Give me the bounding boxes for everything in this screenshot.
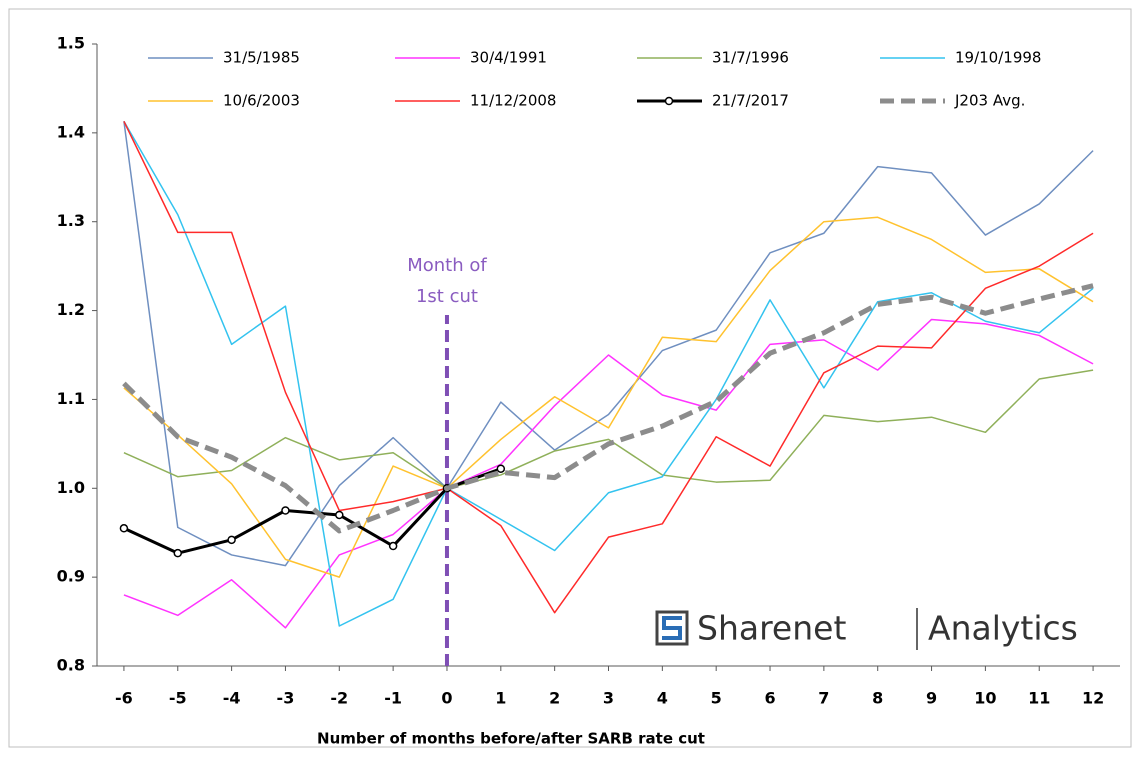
series-line [123, 120, 1094, 627]
x-tick-label: 4 [657, 689, 668, 708]
series-line [123, 121, 1094, 567]
x-tick-label: 9 [926, 689, 937, 708]
legend-label: 19/10/1998 [955, 49, 1041, 67]
logo-box [655, 610, 689, 646]
y-tick-label: 0.8 [57, 656, 85, 675]
x-tick-label: -5 [169, 689, 187, 708]
x-tick-label: -2 [330, 689, 348, 708]
y-tick-label: 1.2 [57, 300, 85, 319]
legend-label: 10/6/2003 [223, 92, 300, 110]
legend-label: J203 Avg. [954, 92, 1025, 110]
point [496, 464, 506, 473]
y-tick-label: 1.4 [57, 122, 85, 141]
point [388, 541, 398, 551]
series-line [123, 120, 1094, 614]
x-tick-label: 10 [974, 689, 996, 708]
x-tick-label: 11 [1028, 689, 1050, 708]
x-tick-label: 6 [764, 689, 775, 708]
x-axis-label: Number of months before/after SARB rate … [317, 730, 705, 748]
x-tick-label: 3 [603, 689, 614, 708]
annotation: 1st cut [416, 286, 478, 307]
series-line [123, 369, 1094, 490]
legend-label: 31/7/1996 [712, 49, 789, 67]
legend-label: 21/7/2017 [712, 92, 789, 110]
x-tick-label: 7 [818, 689, 829, 708]
watermark: Analytics [928, 609, 1078, 648]
x-tick-label: -6 [115, 689, 133, 708]
point [335, 510, 344, 520]
legend-label: 11/12/2008 [470, 92, 556, 110]
legend-label: 31/5/1985 [223, 49, 300, 67]
x-tick-label: -1 [384, 689, 402, 708]
x-tick-label: -4 [223, 689, 241, 708]
chart-frame [8, 8, 1132, 748]
point [119, 524, 129, 533]
logo [655, 608, 918, 650]
y-tick-label: 1.1 [57, 389, 85, 408]
watermark: Sharenet [697, 609, 846, 648]
point [227, 535, 236, 545]
series-line [123, 318, 1094, 629]
legend-marker [664, 96, 674, 106]
series-line [123, 467, 502, 555]
logo-s [662, 616, 682, 640]
point [281, 506, 290, 515]
x-tick-label: -3 [277, 689, 295, 708]
x-tick-label: 12 [1082, 689, 1104, 708]
y-tick-label: 1.5 [57, 34, 85, 53]
point [173, 548, 183, 558]
x-tick-label: 1 [495, 689, 506, 708]
x-tick-label: 5 [711, 689, 722, 708]
x-tick-label: 8 [872, 689, 883, 708]
y-tick-label: 1.0 [57, 478, 85, 497]
series-line [122, 283, 1094, 534]
series-line [123, 216, 1094, 578]
y-tick-label: 0.9 [57, 567, 85, 586]
y-tick-label: 1.3 [57, 211, 85, 230]
x-tick-label: 2 [549, 689, 560, 708]
x-tick-label: 0 [441, 689, 452, 708]
annotation: Month of [407, 255, 487, 276]
legend-label: 30/4/1991 [470, 49, 547, 67]
